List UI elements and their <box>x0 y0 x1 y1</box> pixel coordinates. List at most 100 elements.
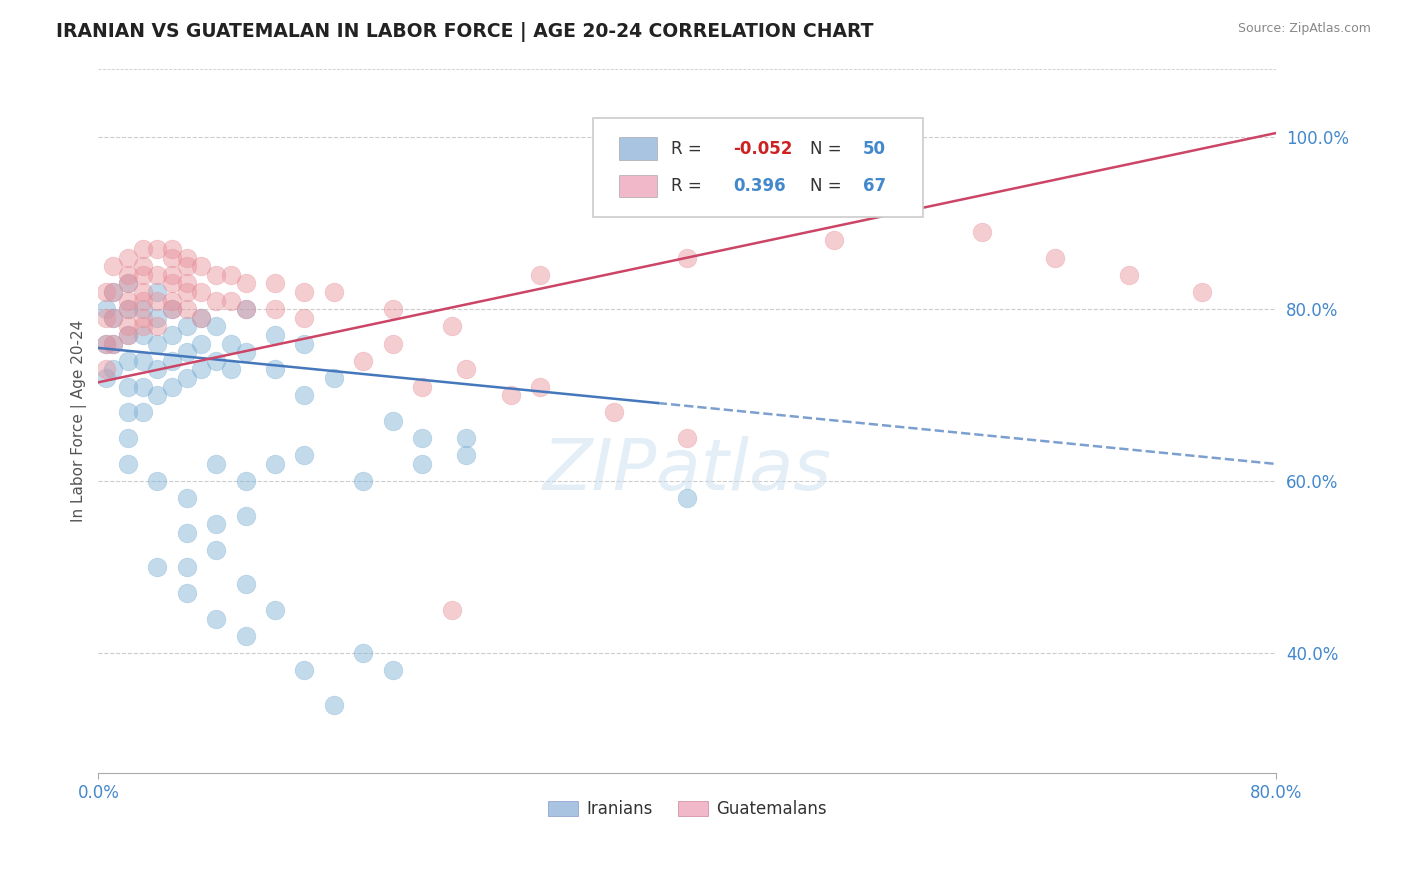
Point <box>117 302 139 317</box>
Point <box>94 285 117 299</box>
Point <box>219 362 242 376</box>
Point <box>235 577 257 591</box>
Point <box>190 285 212 299</box>
Point <box>146 293 169 308</box>
Point <box>294 336 316 351</box>
Point <box>440 319 463 334</box>
Point <box>294 285 316 299</box>
Point <box>970 225 993 239</box>
Point <box>131 293 153 308</box>
Point <box>131 242 153 256</box>
Point <box>146 310 169 325</box>
Point <box>160 379 183 393</box>
Point <box>205 268 228 282</box>
Point <box>176 251 198 265</box>
Point <box>131 302 153 317</box>
Point <box>117 379 139 393</box>
Point <box>131 379 153 393</box>
Point <box>205 517 228 532</box>
Point <box>294 663 316 677</box>
Legend: Iranians, Guatemalans: Iranians, Guatemalans <box>541 794 834 825</box>
Point <box>160 268 183 282</box>
Point <box>219 336 242 351</box>
Point <box>101 362 124 376</box>
Point <box>94 371 117 385</box>
FancyBboxPatch shape <box>619 175 657 197</box>
Point <box>294 448 316 462</box>
Point <box>529 268 551 282</box>
Point <box>1191 285 1213 299</box>
Point <box>117 302 139 317</box>
Text: Source: ZipAtlas.com: Source: ZipAtlas.com <box>1237 22 1371 36</box>
Point <box>101 259 124 273</box>
Point <box>94 362 117 376</box>
Point <box>676 431 699 445</box>
Point <box>176 586 198 600</box>
Point <box>676 491 699 506</box>
Point <box>94 336 117 351</box>
Point <box>205 543 228 558</box>
Point <box>176 560 198 574</box>
Point <box>190 259 212 273</box>
Text: R =: R = <box>671 177 707 194</box>
Point <box>146 285 169 299</box>
Point <box>101 310 124 325</box>
Point <box>205 612 228 626</box>
Point <box>146 474 169 488</box>
Point <box>131 259 153 273</box>
Point <box>101 285 124 299</box>
Point <box>146 560 169 574</box>
Point <box>101 336 124 351</box>
Point <box>264 603 287 617</box>
Point <box>219 293 242 308</box>
Point <box>117 405 139 419</box>
Point <box>101 336 124 351</box>
Point <box>117 457 139 471</box>
Point <box>117 328 139 343</box>
Point <box>499 388 522 402</box>
Text: IRANIAN VS GUATEMALAN IN LABOR FORCE | AGE 20-24 CORRELATION CHART: IRANIAN VS GUATEMALAN IN LABOR FORCE | A… <box>56 22 873 42</box>
Point <box>235 629 257 643</box>
Point <box>219 268 242 282</box>
Point <box>146 336 169 351</box>
Point <box>411 379 433 393</box>
Text: ZIPatlas: ZIPatlas <box>543 436 832 505</box>
Point <box>117 319 139 334</box>
Point <box>235 277 257 291</box>
Point <box>411 457 433 471</box>
Y-axis label: In Labor Force | Age 20-24: In Labor Force | Age 20-24 <box>72 320 87 522</box>
Point <box>117 268 139 282</box>
Point <box>381 414 404 428</box>
Point <box>205 353 228 368</box>
Point <box>190 336 212 351</box>
Point <box>322 698 344 712</box>
FancyBboxPatch shape <box>593 118 922 217</box>
Point <box>352 474 374 488</box>
Point <box>160 302 183 317</box>
Point <box>146 242 169 256</box>
Point <box>176 285 198 299</box>
Point <box>146 268 169 282</box>
Point <box>235 345 257 359</box>
Point <box>117 277 139 291</box>
Point <box>160 251 183 265</box>
Point <box>264 302 287 317</box>
Point <box>235 302 257 317</box>
Text: 67: 67 <box>863 177 886 194</box>
Point <box>264 277 287 291</box>
Point <box>190 310 212 325</box>
Point <box>322 371 344 385</box>
Point <box>264 328 287 343</box>
Point <box>456 448 478 462</box>
Point <box>101 310 124 325</box>
Point <box>235 302 257 317</box>
Point <box>529 379 551 393</box>
Point <box>235 474 257 488</box>
Point <box>160 328 183 343</box>
Text: 0.396: 0.396 <box>733 177 786 194</box>
Point <box>190 362 212 376</box>
Point <box>456 362 478 376</box>
Point <box>101 285 124 299</box>
Text: N =: N = <box>810 177 846 194</box>
Point <box>117 293 139 308</box>
